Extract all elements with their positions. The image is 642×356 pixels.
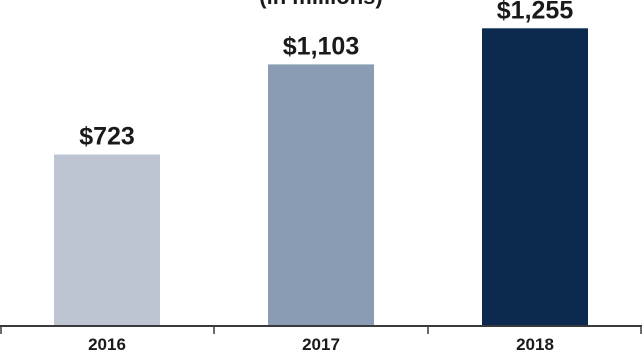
x-tick-label-2018: 2018 bbox=[516, 335, 554, 354]
x-axis-ticks-group bbox=[0, 326, 642, 334]
bar-2016 bbox=[54, 154, 160, 326]
value-label-2017: $1,103 bbox=[283, 32, 359, 60]
value-label-2016: $723 bbox=[79, 123, 135, 151]
x-tick-label-2017: 2017 bbox=[302, 335, 340, 354]
value-label-2018: $1,255 bbox=[497, 0, 574, 24]
chart-subtitle: (in millions) bbox=[259, 0, 382, 9]
bar-2018 bbox=[482, 28, 588, 327]
bar-2017 bbox=[268, 64, 374, 327]
x-axis-tick-labels-group: 2016 2017 2018 bbox=[88, 335, 554, 354]
x-tick-label-2016: 2016 bbox=[88, 335, 126, 354]
value-labels-group: $723 $1,103 $1,255 bbox=[79, 0, 574, 151]
bars-group bbox=[54, 28, 588, 327]
